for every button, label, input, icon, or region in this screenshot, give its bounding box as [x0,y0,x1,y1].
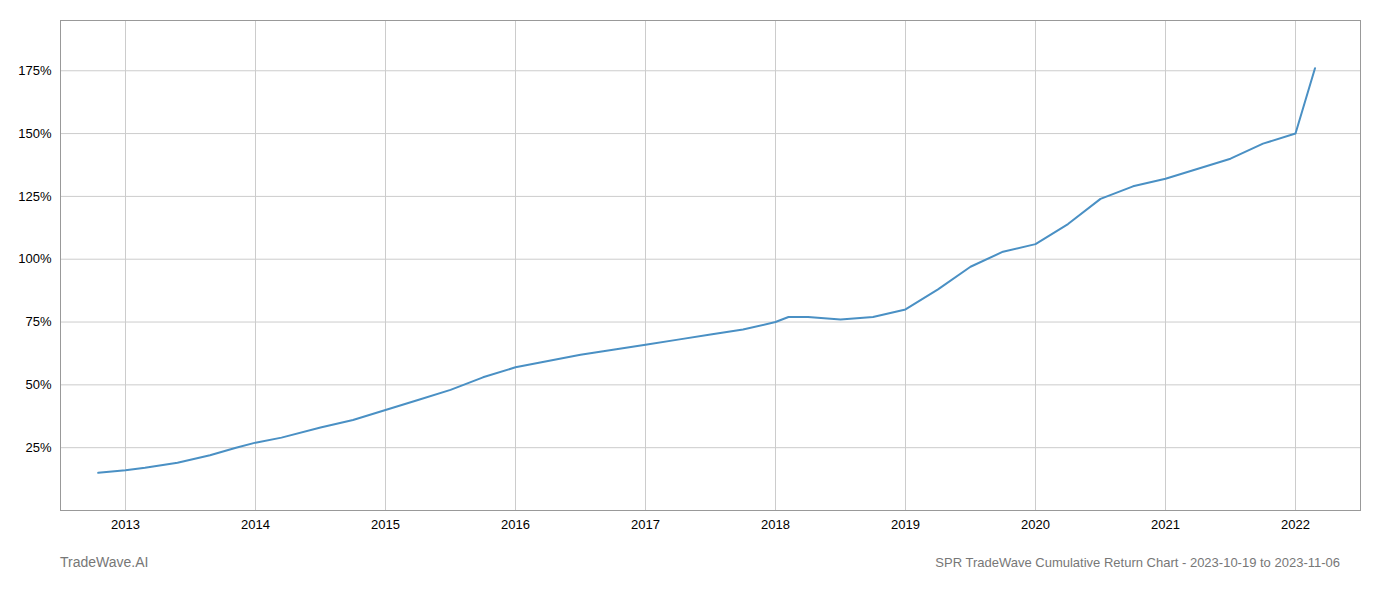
svg-text:2017: 2017 [631,517,660,532]
svg-text:50%: 50% [25,377,51,392]
svg-text:125%: 125% [18,189,52,204]
svg-text:2014: 2014 [241,517,270,532]
svg-text:2016: 2016 [501,517,530,532]
svg-text:25%: 25% [25,440,51,455]
svg-text:2022: 2022 [1281,517,1310,532]
svg-text:175%: 175% [18,63,52,78]
html-text:SPR TradeWave Cumulative Retur: SPR TradeWave Cumulative Return Chart - … [935,555,1340,570]
svg-text:100%: 100% [18,251,52,266]
svg-text:2021: 2021 [1151,517,1180,532]
svg-text:2015: 2015 [371,517,400,532]
svg-text:150%: 150% [18,126,52,141]
svg-text:2020: 2020 [1021,517,1050,532]
html-text:TradeWave.AI: TradeWave.AI [60,554,149,570]
svg-text:2018: 2018 [761,517,790,532]
svg-text:75%: 75% [25,314,51,329]
svg-text:2019: 2019 [891,517,920,532]
svg-text:2013: 2013 [111,517,140,532]
